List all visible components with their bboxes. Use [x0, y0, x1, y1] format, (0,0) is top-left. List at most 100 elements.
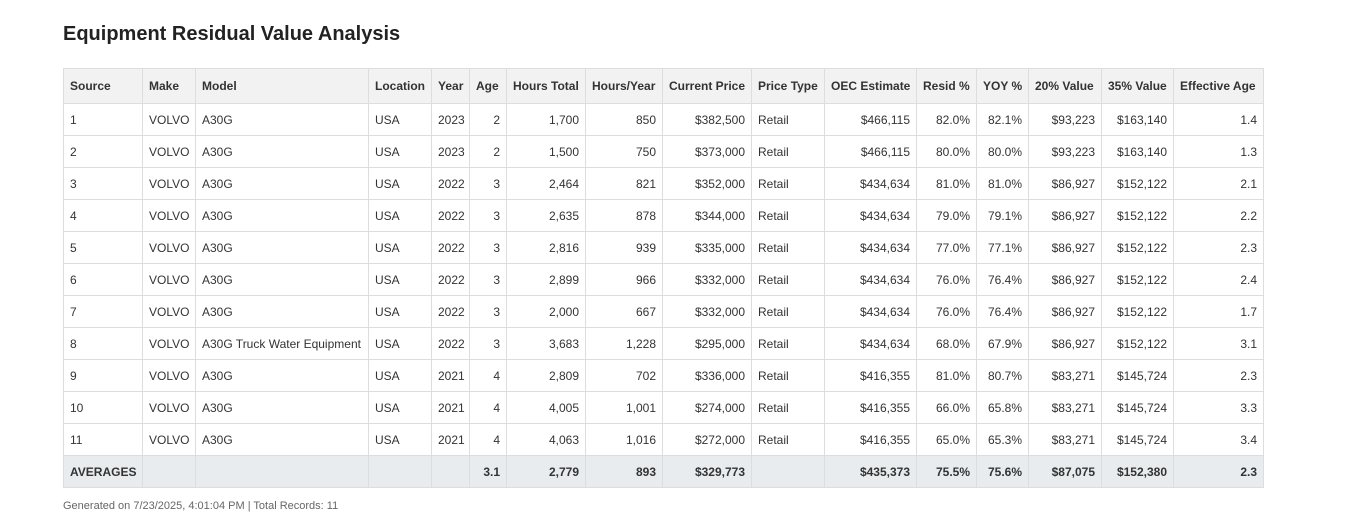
table-cell: VOLVO	[142, 391, 196, 424]
table-cell: 2022	[431, 199, 470, 232]
table-cell: $295,000	[662, 327, 752, 360]
table-cell: 82.0%	[916, 103, 977, 136]
table-cell: 80.7%	[976, 359, 1029, 392]
table-cell: $93,223	[1028, 103, 1102, 136]
table-cell: USA	[368, 359, 432, 392]
table-row: 10 VOLVO A30G USA 2021 4 4,005 1,001 $274,000 Ret…	[63, 391, 1264, 424]
table-cell: $336,000	[662, 359, 752, 392]
table-cell: A30G	[195, 199, 369, 232]
table-cell: A30G Truck Water Equipment	[195, 327, 369, 360]
table-cell: 3	[469, 199, 507, 232]
table-cell: 2,000	[506, 295, 586, 328]
table-cell: 2.3	[1173, 359, 1264, 392]
table-cell: USA	[368, 167, 432, 200]
table-cell: Retail	[751, 135, 825, 168]
averages-cell	[751, 455, 825, 488]
table-cell: $466,115	[824, 103, 917, 136]
table-cell: Retail	[751, 327, 825, 360]
table-cell: $83,271	[1028, 359, 1102, 392]
table-cell: A30G	[195, 103, 369, 136]
table-cell: 750	[585, 135, 663, 168]
column-header: OEC Estimate	[824, 68, 917, 104]
table-row: 1 VOLVO A30G USA 2023 2 1,700 850 $382,500 Retail…	[63, 103, 1264, 136]
table-cell: 8	[63, 327, 143, 360]
table-cell: A30G	[195, 231, 369, 264]
table-cell: 702	[585, 359, 663, 392]
table-cell: $344,000	[662, 199, 752, 232]
table-cell: $145,724	[1101, 359, 1174, 392]
averages-cell	[195, 455, 369, 488]
table-cell: 80.0%	[916, 135, 977, 168]
table-cell: 68.0%	[916, 327, 977, 360]
table-row: 11 VOLVO A30G USA 2021 4 4,063 1,016 $272,000 Ret…	[63, 423, 1264, 456]
table-cell: A30G	[195, 391, 369, 424]
table-cell: 81.0%	[976, 167, 1029, 200]
table-cell: 3.4	[1173, 423, 1264, 456]
table-cell: $434,634	[824, 231, 917, 264]
table-cell: VOLVO	[142, 231, 196, 264]
table-cell: $83,271	[1028, 423, 1102, 456]
table-cell: $152,122	[1101, 327, 1174, 360]
table-cell: A30G	[195, 263, 369, 296]
table-cell: 2.2	[1173, 199, 1264, 232]
averages-cell: 2.3	[1173, 455, 1264, 488]
table-cell: $335,000	[662, 231, 752, 264]
table-cell: 81.0%	[916, 359, 977, 392]
table-cell: $272,000	[662, 423, 752, 456]
table-cell: USA	[368, 199, 432, 232]
averages-cell	[368, 455, 432, 488]
table-cell: $416,355	[824, 391, 917, 424]
table-cell: USA	[368, 295, 432, 328]
column-header: Hours/Year	[585, 68, 663, 104]
table-cell: 2021	[431, 423, 470, 456]
table-cell: 2	[469, 135, 507, 168]
table-cell: 80.0%	[976, 135, 1029, 168]
table-cell: $416,355	[824, 423, 917, 456]
table-cell: 2022	[431, 167, 470, 200]
table-cell: 67.9%	[976, 327, 1029, 360]
table-cell: $466,115	[824, 135, 917, 168]
table-cell: 4,063	[506, 423, 586, 456]
table-cell: 1,700	[506, 103, 586, 136]
table-cell: $163,140	[1101, 103, 1174, 136]
averages-cell: $329,773	[662, 455, 752, 488]
table-cell: 77.1%	[976, 231, 1029, 264]
table-cell: 2,809	[506, 359, 586, 392]
table-cell: 2,816	[506, 231, 586, 264]
table-cell: 1.3	[1173, 135, 1264, 168]
table-cell: 1.7	[1173, 295, 1264, 328]
table-cell: A30G	[195, 359, 369, 392]
table-cell: $332,000	[662, 263, 752, 296]
table-cell: $152,122	[1101, 231, 1174, 264]
table-cell: Retail	[751, 423, 825, 456]
table-cell: 82.1%	[976, 103, 1029, 136]
table-cell: 1	[63, 103, 143, 136]
column-header: Price Type	[751, 68, 825, 104]
column-header: Source	[63, 68, 143, 104]
column-header: Model	[195, 68, 369, 104]
table-cell: VOLVO	[142, 327, 196, 360]
column-header: Effective Age	[1173, 68, 1264, 104]
table-cell: 821	[585, 167, 663, 200]
table-cell: VOLVO	[142, 295, 196, 328]
table-cell: 4	[469, 391, 507, 424]
table-cell: A30G	[195, 295, 369, 328]
table-cell: 2.1	[1173, 167, 1264, 200]
generated-footer: Generated on 7/23/2025, 4:01:04 PM | Tot…	[63, 500, 339, 512]
table-cell: VOLVO	[142, 135, 196, 168]
column-header: YOY %	[976, 68, 1029, 104]
table-cell: 2023	[431, 135, 470, 168]
table-cell: 4	[469, 423, 507, 456]
table-cell: USA	[368, 231, 432, 264]
table-cell: 2.3	[1173, 231, 1264, 264]
table-cell: $163,140	[1101, 135, 1174, 168]
averages-cell: 893	[585, 455, 663, 488]
table-cell: $434,634	[824, 263, 917, 296]
averages-cell: $435,373	[824, 455, 917, 488]
table-cell: 77.0%	[916, 231, 977, 264]
table-cell: Retail	[751, 295, 825, 328]
table-cell: $373,000	[662, 135, 752, 168]
table-cell: 2022	[431, 231, 470, 264]
residual-value-table: Source Make Model Location Year Age Hours Tota…	[63, 68, 1264, 488]
table-cell: $434,634	[824, 327, 917, 360]
